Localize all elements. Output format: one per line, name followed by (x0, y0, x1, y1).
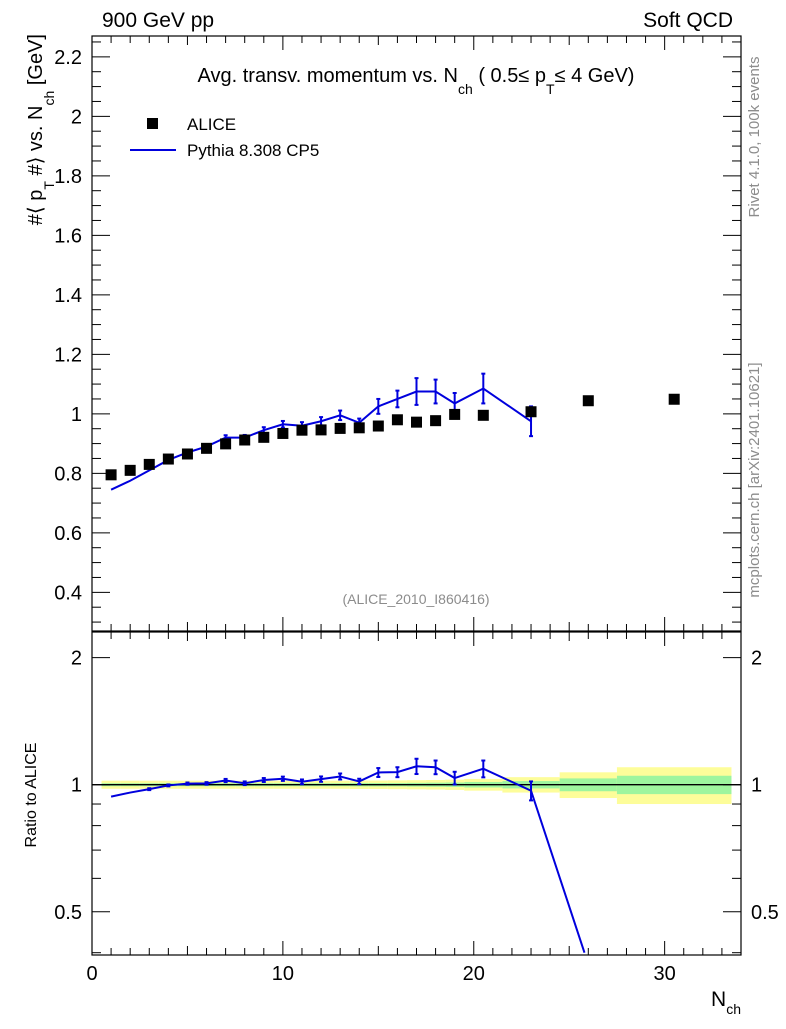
ratio-y-tick-label-right: 0.5 (751, 902, 779, 924)
x-tick-labels: 0 10 20 30 (86, 963, 675, 985)
main-y-tick-label: 1 (71, 404, 82, 426)
main-axis-ticks (91, 36, 742, 631)
title-sub1: ch (458, 81, 473, 97)
alice-data-point (239, 434, 251, 446)
legend-alice-label: ALICE (187, 115, 236, 134)
alice-data-point (449, 408, 461, 420)
ylabel-sub2: ch (41, 91, 57, 106)
ratio-y-tick-label-left: 1 (71, 775, 82, 797)
ratio-mc-line (110, 765, 586, 954)
xlabel-main: N (711, 988, 726, 1011)
alice-data-point (181, 448, 193, 460)
header-left: 900 GeV pp (102, 9, 214, 32)
main-y-axis-label: #⟨ pT #⟩ vs. Nch [GeV] (25, 34, 57, 225)
ratio-y-tick-label-left: 0.5 (54, 902, 82, 924)
title-sub2: T (546, 81, 555, 97)
x-tick-label: 30 (654, 963, 676, 985)
rivet-info-label: Rivet 4.1.0, 100k events (746, 57, 763, 218)
main-panel: 0.4 0.6 0.8 1 1.2 1.4 1.6 1.8 2 2.2 Avg. transv. … (25, 34, 742, 632)
alice-data-point (525, 406, 537, 418)
ylabel-b: #⟩ vs. N (25, 106, 47, 182)
main-y-tick-label: 2.2 (54, 47, 82, 69)
alice-data-point (430, 415, 442, 427)
ratio-y-tick-labels-right: 0.5 1 2 (751, 648, 779, 924)
alice-data-point (105, 469, 117, 481)
mcplots-label: mcplots.cern.ch [arXiv:2401.10621] (746, 362, 763, 597)
x-tick-label: 10 (272, 963, 294, 985)
main-y-tick-label: 0.8 (54, 463, 82, 485)
alice-data-point (477, 409, 489, 421)
title-main: Avg. transv. momentum vs. N (198, 65, 458, 87)
ratio-frame (91, 631, 742, 956)
alice-data-point (582, 395, 594, 407)
main-y-tick-label: 0.6 (54, 523, 82, 545)
main-y-tick-label: 1.2 (54, 344, 82, 366)
alice-data-point (143, 458, 155, 470)
main-frame (91, 35, 742, 632)
legend: ALICE Pythia 8.308 CP5 (130, 115, 319, 160)
alice-data-point (220, 438, 232, 450)
ratio-y-tick-label-right: 1 (751, 775, 762, 797)
alice-data-point (277, 427, 289, 439)
x-tick-label: 0 (86, 963, 97, 985)
x-axis-label: Nch (711, 988, 741, 1017)
alice-data-point (296, 424, 308, 436)
xlabel-sub: ch (726, 1001, 741, 1017)
ylabel-c: [GeV] (25, 34, 47, 91)
alice-data-point (162, 453, 174, 465)
title-mid: ( 0.5≤ p (473, 65, 546, 87)
chart-title: Avg. transv. momentum vs. Nch ( 0.5≤ pT≤… (198, 65, 635, 97)
legend-alice-marker (147, 118, 158, 129)
main-y-tick-label: 1.4 (54, 285, 82, 307)
alice-data-point (201, 442, 213, 454)
ratio-y-tick-labels: 0.5 1 2 (54, 648, 82, 924)
ratio-panel: 0.5 1 2 0.5 1 2 0 10 20 30 Ratio to ALICE Nch (23, 631, 779, 1017)
ratio-y-tick-label-left: 2 (71, 648, 82, 670)
alice-data-point (668, 393, 680, 405)
alice-data-point (391, 414, 403, 426)
x-tick-label: 20 (463, 963, 485, 985)
main-y-tick-labels: 0.4 0.6 0.8 1 1.2 1.4 1.6 1.8 2 2.2 (54, 47, 82, 605)
main-y-tick-label: 1.8 (54, 166, 82, 188)
main-mc-line (110, 387, 532, 491)
alice-data-point (124, 464, 136, 476)
ratio-mc-series (110, 757, 586, 954)
analysis-watermark: (ALICE_2010_I860416) (342, 591, 489, 607)
title-end: ≤ 4 GeV) (555, 65, 635, 87)
ylabel-sub1: T (41, 181, 57, 190)
main-y-tick-label: 1.6 (54, 225, 82, 247)
ratio-y-tick-label-right: 2 (751, 648, 762, 670)
ratio-y-axis-label: Ratio to ALICE (23, 743, 40, 848)
header-right: Soft QCD (643, 9, 733, 32)
alice-data-point (334, 422, 346, 434)
alice-data-point (258, 431, 270, 443)
alice-data-point (372, 420, 384, 432)
main-y-tick-label: 2 (71, 106, 82, 128)
legend-pythia-label: Pythia 8.308 CP5 (187, 141, 319, 160)
main-data-series (105, 393, 680, 481)
main-y-tick-label: 0.4 (54, 582, 82, 604)
alice-data-point (411, 416, 422, 428)
ylabel-a: #⟨ p (25, 190, 47, 226)
alice-data-point (353, 422, 365, 434)
alice-data-point (315, 424, 327, 436)
ratio-axis-ticks (91, 632, 742, 955)
